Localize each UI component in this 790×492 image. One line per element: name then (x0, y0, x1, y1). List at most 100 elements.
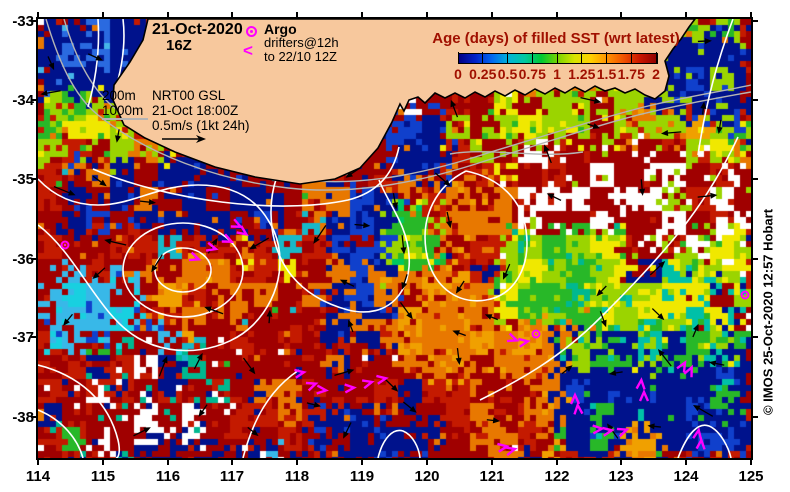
y-axis-label: -37 (12, 329, 34, 346)
current-vector-arrow (339, 279, 355, 287)
colorbar-tick-label: 2 (652, 66, 660, 82)
current-vector-arrow (193, 352, 203, 370)
colorbar-tick (655, 52, 657, 64)
current-vector-arrow (249, 237, 270, 250)
isobath-contour (449, 151, 584, 155)
drifter-chevron-icon: < (243, 41, 253, 60)
ssh-contour (122, 222, 244, 318)
current-vector-arrow (452, 330, 466, 337)
map-overlay (38, 19, 751, 458)
y-axis-tick-right (751, 336, 758, 338)
x-axis-label: 115 (90, 468, 116, 485)
ssh-contour (424, 170, 528, 302)
x-axis-label: 116 (155, 468, 181, 485)
current-vector-arrow (647, 423, 661, 430)
drifter-track-chevron (695, 437, 706, 450)
colorbar-title: Age (days) of filled SST (wrt latest) (432, 30, 680, 47)
current-vector-arrow (651, 308, 665, 321)
colorbar-tick-label: 0.25 (469, 66, 497, 82)
x-axis-tick (620, 458, 622, 465)
current-vector-arrow (198, 404, 208, 417)
current-vector-arrow (133, 427, 151, 437)
current-vector-arrow (104, 238, 127, 246)
map-date: 21-Oct-2020 (152, 21, 243, 38)
colorbar-tick (482, 52, 484, 64)
current-vector-arrow (247, 426, 259, 437)
y-axis-tick (31, 20, 38, 22)
x-axis-tick-top (102, 12, 104, 19)
gsl-speed-label: 0.5m/s (1kt 24h) (152, 118, 250, 133)
colorbar-tick (457, 52, 459, 64)
current-vector-arrow (115, 129, 121, 143)
x-axis-label: 119 (349, 468, 375, 485)
current-vector-arrow (313, 224, 327, 244)
x-axis-tick-top (296, 12, 298, 19)
current-vector-arrow (92, 175, 107, 187)
velocity-scale-arrow-icon (162, 135, 206, 143)
y-axis-tick-right (751, 20, 758, 22)
y-axis-label: -35 (12, 171, 34, 188)
x-axis-tick (685, 458, 687, 465)
current-vector-arrow (484, 314, 499, 321)
x-axis-tick-top (750, 12, 752, 19)
current-vector-arrow (455, 347, 462, 365)
gsl-text: NRT00 GSL 21-Oct 18:00Z 0.5m/s (1kt 24h) (152, 88, 250, 148)
current-vector-arrow (354, 222, 371, 229)
isobath-sample-line (102, 118, 148, 120)
drifter-track-chevron (221, 233, 235, 243)
drifter-track-chevron (692, 427, 703, 440)
drifter-track-chevron (518, 337, 531, 348)
drifter-track-chevron (573, 402, 584, 415)
isobath-contour (45, 19, 751, 191)
ssh-contour (38, 409, 84, 458)
ssh-contour (697, 19, 734, 156)
current-vector-arrow (450, 99, 459, 118)
x-axis-tick (750, 458, 752, 465)
current-vector-arrow (657, 349, 672, 367)
x-axis-tick (426, 458, 428, 465)
colorbar-tick (630, 52, 632, 64)
current-vector-arrow (392, 193, 399, 210)
credit-text: © IMOS 25-Oct-2020 12:57 Hobart (760, 208, 776, 416)
current-vector-arrow (697, 192, 718, 199)
gsl-datetime-label: 21-Oct 18:00Z (152, 103, 239, 118)
current-vector-arrow (242, 357, 256, 375)
ssh-contour (677, 424, 732, 458)
ssh-contour (377, 429, 421, 458)
y-axis-label: -33 (12, 13, 34, 30)
current-vector-arrow (587, 123, 601, 129)
current-vector-arrow (446, 211, 453, 229)
current-vector-arrow (546, 193, 562, 201)
drifter-track-chevron (205, 241, 219, 252)
x-axis-label: 118 (284, 468, 310, 485)
colorbar-tick (531, 52, 533, 64)
colorbar-tick-label: 0.5 (497, 66, 518, 82)
drifter-track-chevron (602, 426, 615, 437)
colorbar-tick-label: 1 (553, 66, 561, 82)
current-vector-arrow (692, 323, 699, 338)
x-axis-tick-top (685, 12, 687, 19)
colorbar-tick (606, 52, 607, 64)
current-vector-arrow (53, 185, 76, 196)
current-vector-arrow (63, 313, 73, 326)
x-axis-tick (167, 458, 169, 465)
current-vector-arrow (158, 355, 168, 377)
argo-legend: < Argo drifters@12h to 22/10 12Z (242, 22, 339, 64)
argo-float-marker (740, 290, 750, 300)
colorbar-tick-label: 0.75 (518, 66, 546, 82)
current-vector-arrow (503, 263, 511, 280)
current-vector-arrow (334, 368, 355, 377)
current-vector-arrow (543, 144, 552, 164)
colorbar-tick-label: 0 (454, 66, 462, 82)
current-vector-arrow (343, 422, 352, 439)
current-vector-arrow (596, 285, 607, 297)
ssh-contour (242, 369, 300, 458)
drifter-track-chevron (683, 364, 693, 378)
x-axis-label: 121 (479, 468, 505, 485)
argo-legend-line2: drifters@12h (264, 35, 339, 50)
x-axis-label: 124 (673, 468, 699, 485)
drifter-track-chevron (616, 427, 630, 438)
isobath-contour (63, 19, 751, 183)
x-axis-label: 123 (608, 468, 634, 485)
current-vector-arrow (87, 53, 103, 61)
